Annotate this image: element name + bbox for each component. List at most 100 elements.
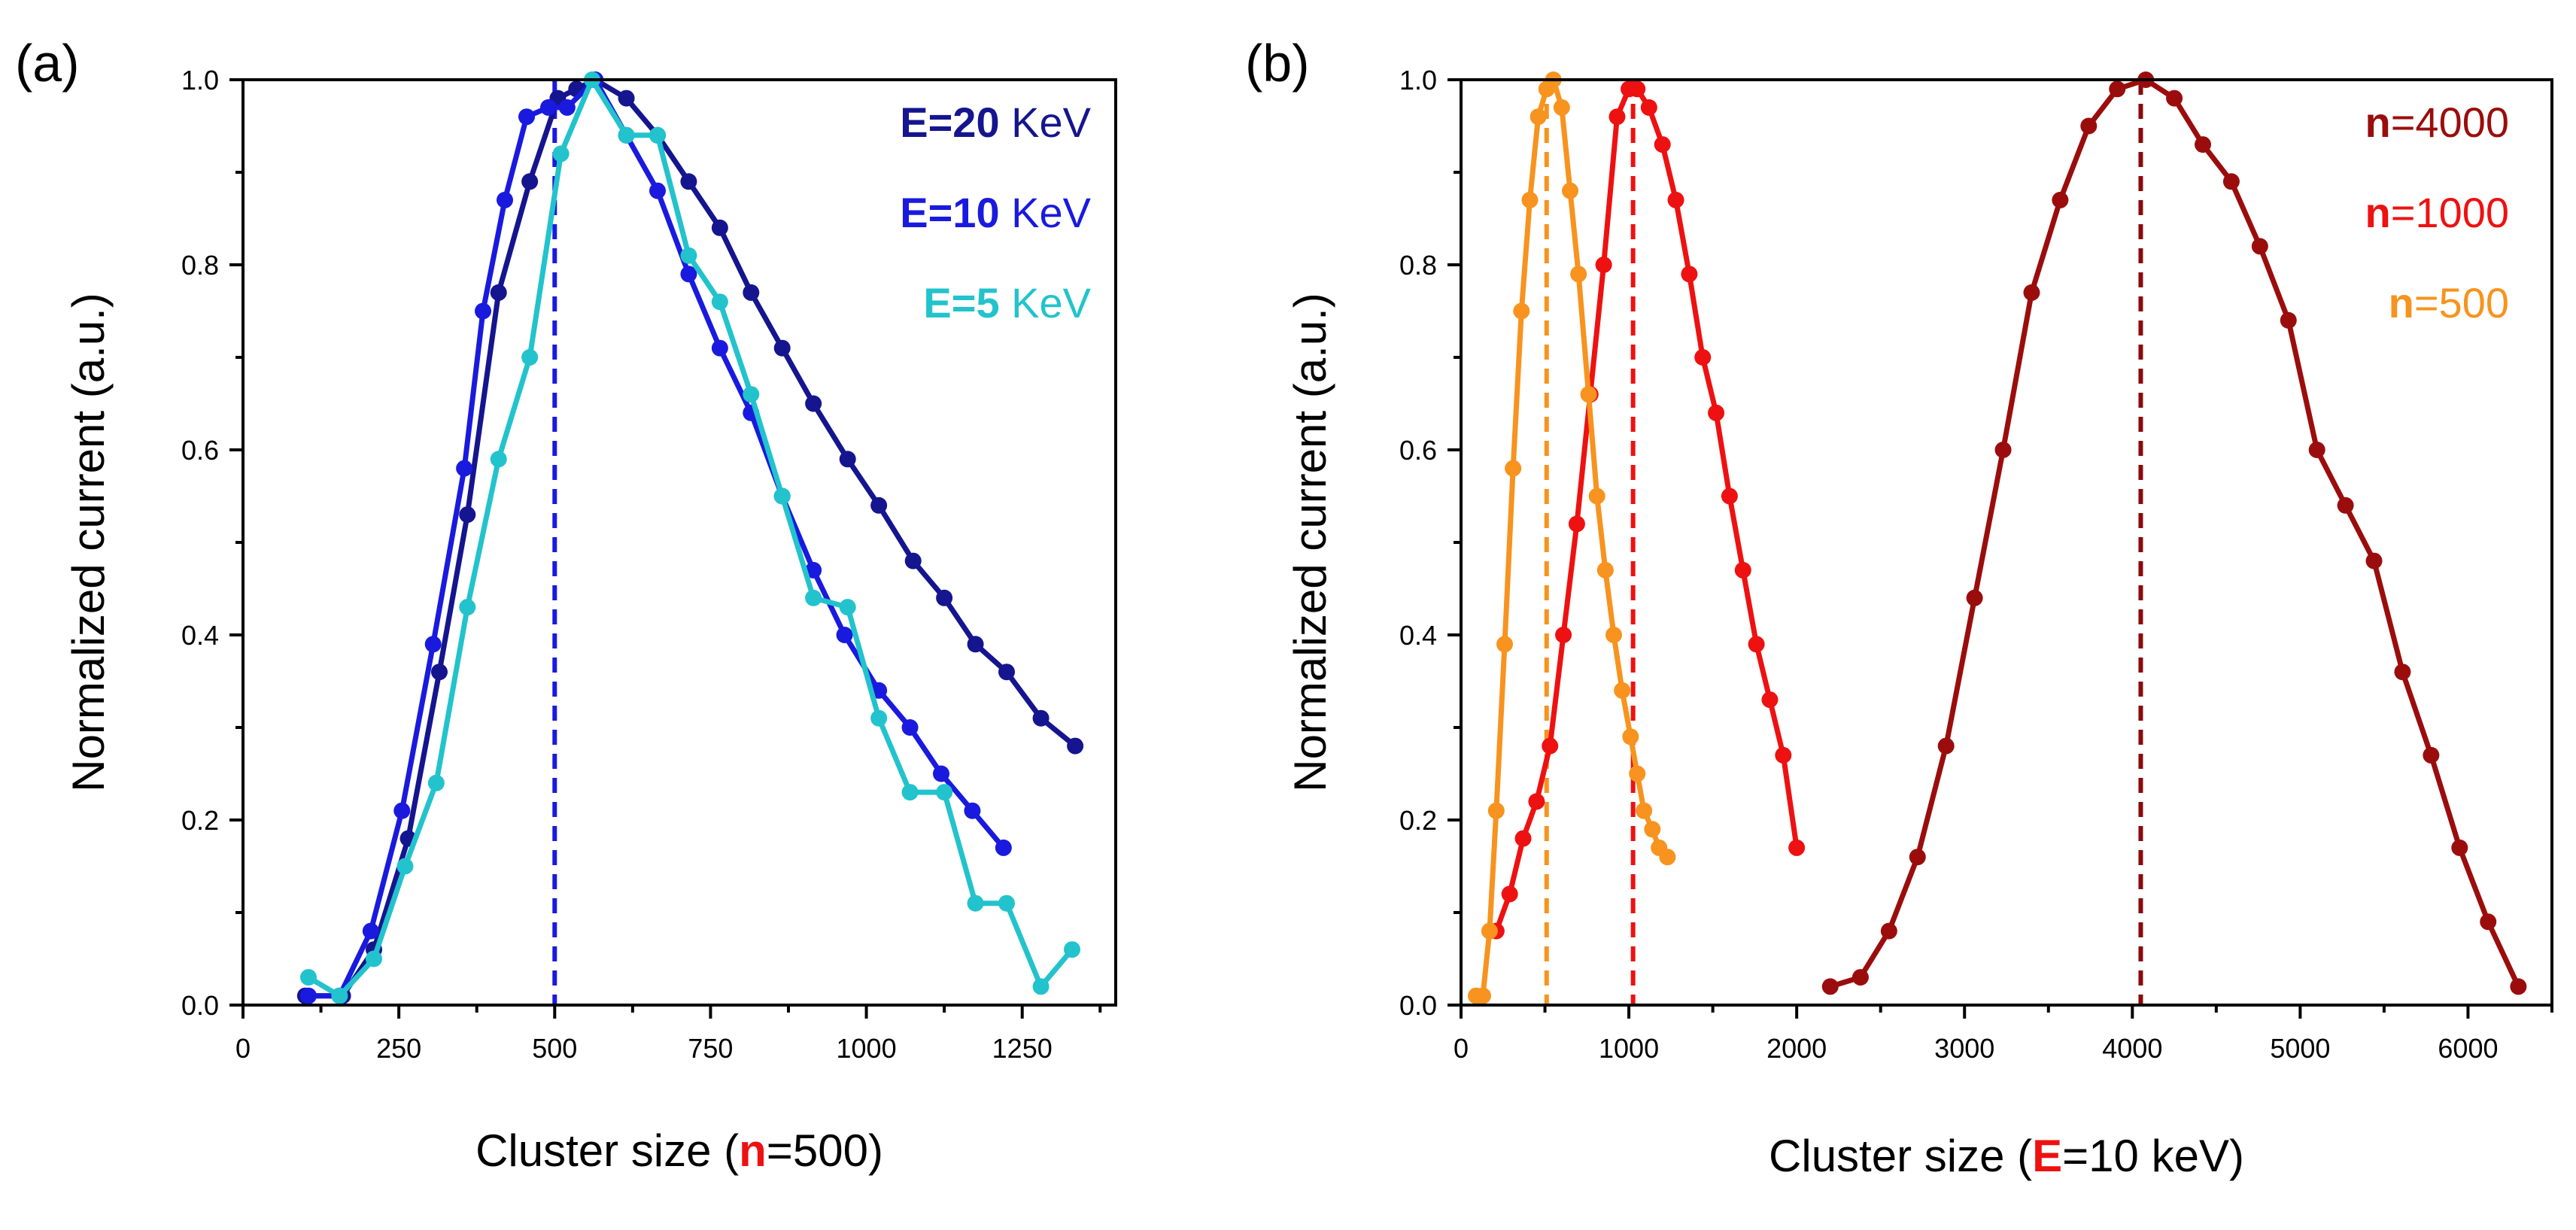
- panel-a-xlabel-prefix: Cluster size (: [475, 1125, 739, 1176]
- b-series-point-2: [1562, 182, 1578, 199]
- b-ytick-label: 0.8: [1399, 250, 1437, 281]
- b-legend-bold: n: [2389, 279, 2414, 326]
- b-series-point-1: [1514, 830, 1532, 847]
- a-series-point-0: [490, 284, 507, 301]
- a-series-point-2: [427, 774, 445, 791]
- b-series-point-1: [1788, 839, 1806, 856]
- b-ytick-label: 0.0: [1399, 990, 1437, 1021]
- b-series-point-1: [1640, 99, 1657, 116]
- a-series-point-1: [540, 99, 557, 116]
- b-series-point-2: [1513, 302, 1530, 320]
- panel-a-label: (a): [15, 34, 80, 93]
- a-series-point-2: [618, 126, 635, 144]
- b-xtick-label: 0: [1454, 1033, 1469, 1064]
- b-series-point-0: [2166, 90, 2183, 107]
- panel-b-label: (b): [1245, 34, 1310, 93]
- a-series-point-2: [459, 599, 476, 616]
- a-series-point-2: [839, 599, 856, 616]
- b-series-point-2: [1614, 682, 1631, 699]
- a-series-point-0: [805, 395, 822, 412]
- panel-a: (a) 0 250 500 750 1000 1250 0.0 0.2 0.4 0.6 0.8 1.…: [15, 34, 1117, 1176]
- b-legend-entry-0: n=4000: [2365, 99, 2510, 146]
- b-xtick-label: 3000: [1934, 1033, 1994, 1064]
- b-series-point-1: [1721, 487, 1738, 505]
- b-series-point-1: [1775, 746, 1792, 764]
- b-series-point-2: [1553, 99, 1570, 116]
- a-series-point-2: [300, 969, 317, 986]
- b-series-point-1: [1734, 561, 1751, 579]
- a-legend-bold: E=5: [923, 279, 999, 326]
- panel-a-ylabel: Normalized current (a.u.): [63, 293, 114, 792]
- b-series-point-0: [2195, 136, 2211, 153]
- panel-b: (b) 0 1000 2000 3000 4000 5000 6000 0.00.20.40…: [1245, 34, 2553, 1181]
- a-series-point-1: [836, 627, 853, 643]
- b-series-point-2: [1580, 386, 1597, 403]
- a-legend-rest: KeV: [1000, 189, 1092, 236]
- b-series-point-2: [1622, 728, 1639, 746]
- a-series-point-0: [618, 90, 635, 107]
- b-ytick-label: 0.6: [1399, 435, 1437, 466]
- a-series-point-0: [936, 589, 953, 606]
- b-xtick-label: 5000: [2270, 1033, 2330, 1064]
- b-series-point-1: [1694, 349, 1712, 366]
- b-series-point-0: [2109, 80, 2126, 98]
- a-series-point-1: [933, 765, 949, 782]
- b-series-point-2: [1521, 191, 1539, 208]
- b-series-point-1: [1568, 515, 1585, 533]
- a-series-point-0: [521, 173, 539, 190]
- b-ytick-label: 1.0: [1399, 65, 1437, 96]
- a-ytick-label: 0.0: [181, 990, 219, 1021]
- b-series-point-1: [1542, 737, 1559, 755]
- panel-b-xlabel: Cluster size (E=10 keV): [1769, 1131, 2244, 1181]
- b-ytick-label: 0.2: [1399, 805, 1437, 836]
- a-series-point-0: [1032, 709, 1050, 727]
- b-series-point-1: [1608, 108, 1626, 126]
- a-series-point-1: [362, 922, 379, 940]
- panel-a-series: [296, 71, 1084, 1004]
- panel-a-yticks: 0.0 0.2 0.4 0.6 0.8 1.0: [181, 65, 243, 1021]
- b-series-point-0: [2308, 442, 2325, 458]
- b-legend-entry-1: n=1000: [2365, 189, 2510, 236]
- a-series-point-1: [456, 460, 473, 477]
- b-series-point-0: [1852, 969, 1869, 986]
- b-series-point-2: [1596, 561, 1614, 579]
- a-series-point-2: [680, 247, 697, 264]
- b-series-point-1: [1761, 691, 1779, 709]
- b-series-point-0: [2423, 746, 2440, 764]
- b-legend-entry-2: n=500: [2389, 279, 2509, 326]
- a-series-point-0: [967, 636, 984, 653]
- b-series-point-1: [1501, 885, 1518, 903]
- a-series-point-1: [518, 108, 535, 126]
- a-legend-entry-0: E=20 KeV: [900, 99, 1091, 146]
- b-xtick-label: 4000: [2102, 1033, 2162, 1064]
- a-series-point-2: [649, 126, 666, 144]
- a-series-point-1: [680, 266, 697, 283]
- a-ytick-label: 1.0: [181, 65, 219, 96]
- b-legend-bold: n: [2365, 99, 2391, 146]
- b-ytick-label: 0.4: [1399, 620, 1437, 651]
- a-legend-entry-1: E=10 KeV: [900, 189, 1091, 236]
- b-xtick-label: 6000: [2438, 1033, 2498, 1064]
- b-legend-rest: =500: [2414, 279, 2509, 326]
- panel-a-legend: E=20 KeV E=10 KeV E=5 KeV: [900, 99, 1091, 326]
- b-series-point-1: [1681, 266, 1698, 283]
- a-series-point-1: [424, 636, 442, 653]
- b-series-point-1: [1748, 636, 1765, 653]
- a-series-point-2: [552, 145, 570, 162]
- a-ytick-label: 0.6: [181, 435, 219, 466]
- a-series-point-2: [773, 487, 791, 505]
- b-series-point-0: [1966, 589, 1983, 606]
- a-series-point-1: [901, 719, 919, 736]
- a-series-point-2: [490, 451, 507, 468]
- b-series-line-1: [1493, 86, 1800, 932]
- b-series-point-2: [1496, 636, 1513, 653]
- b-series-point-0: [2023, 284, 2040, 301]
- b-series-point-0: [2222, 173, 2240, 190]
- a-ytick-label: 0.2: [181, 805, 219, 836]
- a-legend-bold: E=20: [900, 99, 999, 146]
- b-series-point-0: [1880, 922, 1897, 940]
- panel-b-series: [1468, 71, 2527, 1004]
- b-series-point-1: [1555, 627, 1572, 643]
- b-series-point-1: [1629, 80, 1646, 98]
